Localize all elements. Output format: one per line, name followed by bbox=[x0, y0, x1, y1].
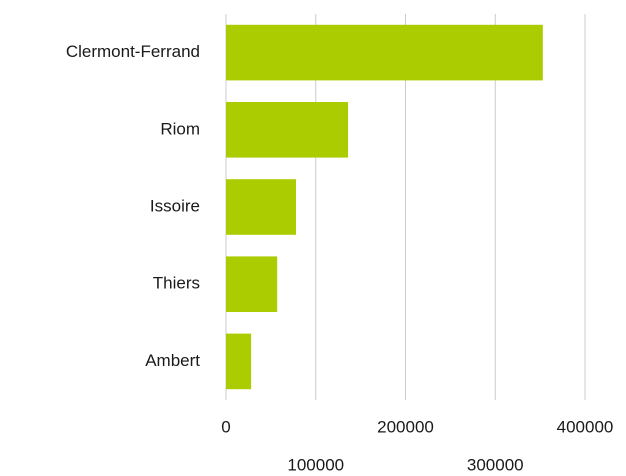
y-tick-label: Riom bbox=[160, 119, 200, 138]
bar bbox=[226, 102, 349, 158]
bar bbox=[226, 333, 252, 390]
x-tick-label: 0 bbox=[221, 417, 230, 436]
y-tick-label: Ambert bbox=[145, 351, 200, 370]
bar bbox=[226, 24, 543, 81]
x-tick-label: 200000 bbox=[377, 417, 434, 436]
y-tick-label: Issoire bbox=[150, 196, 200, 215]
y-tick-label: Clermont-Ferrand bbox=[66, 42, 200, 61]
bar bbox=[226, 256, 278, 312]
y-tick-label: Thiers bbox=[153, 274, 200, 293]
bar bbox=[226, 179, 297, 235]
x-tick-label: 400000 bbox=[557, 417, 614, 436]
x-tick-label: 300000 bbox=[467, 455, 524, 474]
x-tick-label: 100000 bbox=[287, 455, 344, 474]
